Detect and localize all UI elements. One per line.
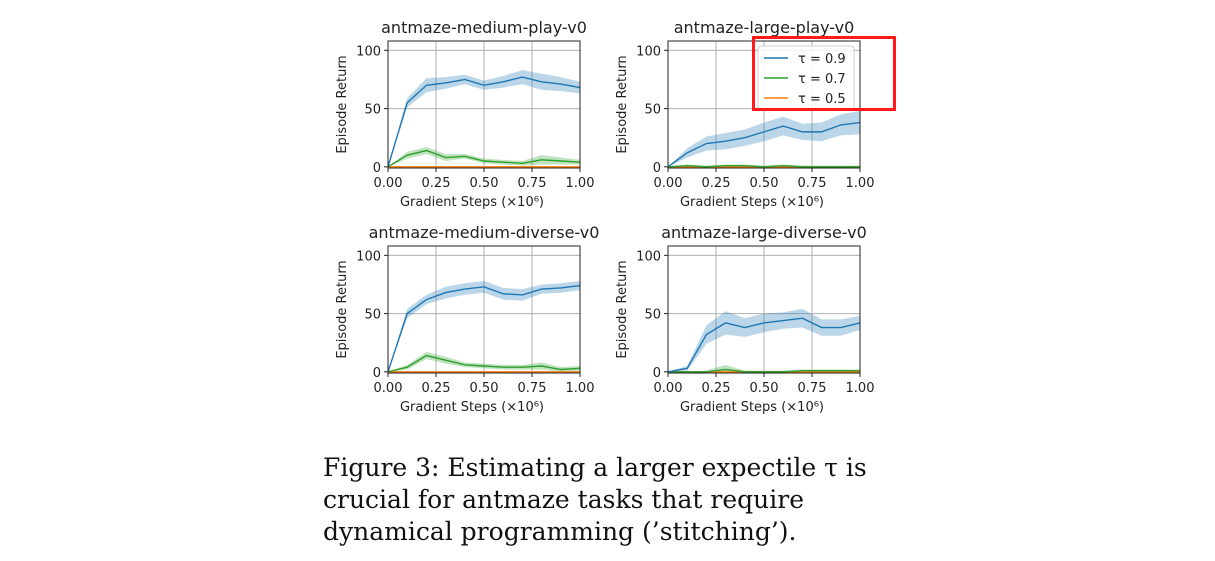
figure-caption: Figure 3: Estimating a larger expectile … [323,453,867,546]
series-line [387,76,581,168]
y-tick-label: 100 [356,44,381,59]
x-tick-label: 1.00 [566,381,595,396]
legend-highlight-box [752,36,896,111]
chart-panel-1: antmaze-medium-play-v0 0.00 0.25 0.50 0.75 1.… [335,18,594,210]
chart-panel-3: antmaze-medium-diverse-v0 0.00 0.25 0.50 0.7… [335,223,599,415]
series-band [668,308,860,372]
x-tick-label: 0.00 [374,381,403,396]
x-tick-label: 0.00 [654,176,683,191]
y-tick-label: 0 [373,161,381,176]
x-tick-label: 0.75 [798,176,827,191]
x-tick-label: 0.75 [518,176,547,191]
x-tick-label: 0.50 [750,381,779,396]
panel-title: antmaze-medium-play-v0 [381,18,587,37]
y-tick-label: 100 [636,44,661,59]
y-tick-label: 100 [636,249,661,264]
x-axis-label: Gradient Steps (×10⁶) [680,195,824,210]
x-tick-label: 0.00 [654,381,683,396]
series-line [667,317,861,373]
y-tick-label: 0 [373,366,381,381]
plot-frame [667,245,861,374]
legend-label: τ = 0.9 [798,52,846,67]
plot-frame [387,40,581,169]
panel-title: antmaze-large-play-v0 [674,18,855,37]
series-line [667,121,861,168]
chart-panel-2: antmaze-large-play-v0 0.00 0.25 0.50 0.75 1.0… [615,18,874,210]
x-tick-label: 1.00 [566,176,595,191]
y-axis-label: Episode Return [615,260,630,358]
y-tick-label: 50 [364,308,381,323]
figure-panels: antmaze-medium-play-v0 0.00 0.25 0.50 0.75 1.… [335,18,874,415]
y-axis-label: Episode Return [615,55,630,153]
x-tick-label: 0.75 [798,381,827,396]
x-axis-label: Gradient Steps (×10⁶) [400,195,544,210]
y-tick-label: 100 [356,249,381,264]
y-axis-label: Episode Return [335,55,350,153]
x-tick-label: 0.25 [702,176,731,191]
x-tick-label: 0.50 [750,176,779,191]
y-tick-label: 50 [644,308,661,323]
series-line [667,164,860,168]
legend-label: τ = 0.7 [798,72,846,87]
x-tick-label: 0.75 [518,381,547,396]
series-band [388,70,580,167]
x-tick-label: 1.00 [846,176,875,191]
x-tick-label: 0.50 [470,381,499,396]
chart-panel-4: antmaze-large-diverse-v0 0.00 0.25 0.50 0.75… [615,223,874,415]
x-axis-label: Gradient Steps (×10⁶) [400,400,544,415]
x-axis-label: Gradient Steps (×10⁶) [680,400,824,415]
series-line [387,284,581,373]
y-tick-label: 0 [653,161,661,176]
legend: τ = 0.9 τ = 0.7 τ = 0.5 [757,45,855,111]
series-line [668,368,860,373]
series-band [388,280,580,372]
panel-title: antmaze-large-diverse-v0 [661,223,867,242]
panel-title: antmaze-medium-diverse-v0 [369,223,600,242]
x-tick-label: 0.00 [374,176,403,191]
x-tick-label: 0.25 [702,381,731,396]
x-tick-label: 0.25 [422,381,451,396]
y-tick-label: 50 [644,103,661,118]
plot-frame [667,40,861,169]
series-line [387,354,581,373]
x-tick-label: 1.00 [846,381,875,396]
series-band [668,110,860,167]
plot-frame [387,245,581,374]
series-line [387,149,581,168]
legend-label: τ = 0.5 [798,92,846,107]
x-tick-label: 0.25 [422,176,451,191]
y-tick-label: 50 [364,103,381,118]
y-axis-label: Episode Return [335,260,350,358]
x-tick-label: 0.50 [470,176,499,191]
y-tick-label: 0 [653,366,661,381]
